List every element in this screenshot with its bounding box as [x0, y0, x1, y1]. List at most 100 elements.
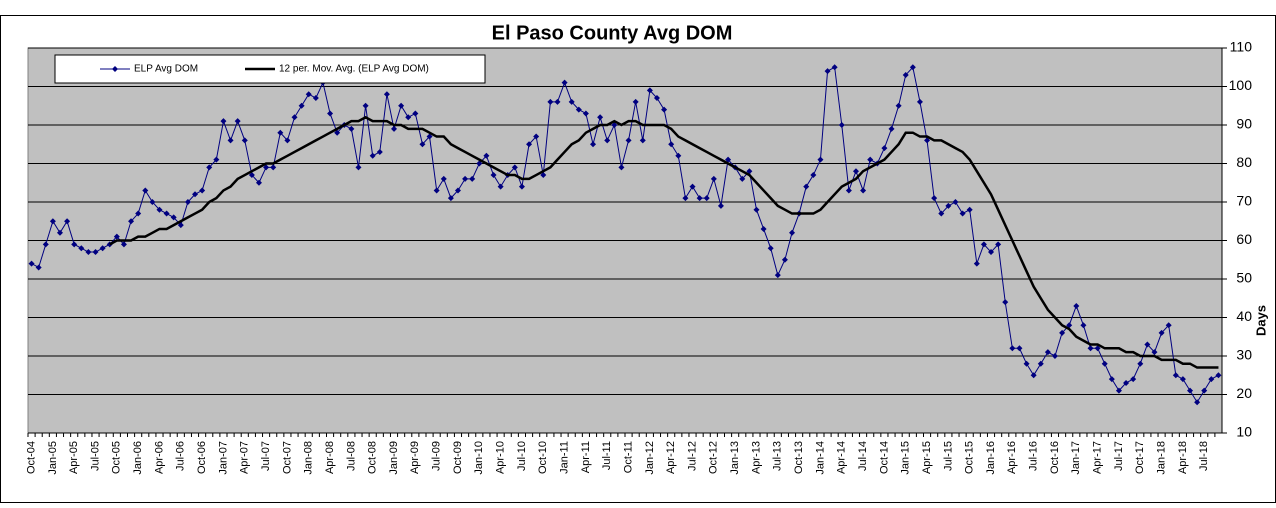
- x-tick-label: Jul-14: [857, 441, 869, 471]
- x-tick-label: Jan-09: [388, 441, 400, 475]
- x-tick-label: Apr-05: [68, 441, 80, 474]
- x-tick-label: Apr-10: [495, 441, 507, 474]
- data-point: [675, 152, 682, 159]
- data-point: [995, 241, 1002, 248]
- data-point: [192, 191, 199, 198]
- data-point: [1094, 345, 1101, 352]
- data-point: [1051, 353, 1058, 359]
- data-point: [973, 260, 980, 267]
- x-tick-label: Jul-11: [601, 441, 613, 470]
- data-point: [42, 241, 49, 248]
- data-point: [746, 168, 753, 175]
- data-point: [895, 102, 902, 109]
- data-point: [931, 195, 938, 202]
- data-point: [639, 137, 646, 144]
- data-point: [1165, 322, 1172, 329]
- x-tick-label: Oct-17: [1134, 441, 1146, 474]
- data-point: [1080, 322, 1087, 329]
- x-tick-label: Jan-11: [558, 441, 570, 474]
- y-tick-label: 90: [1236, 116, 1252, 132]
- data-point: [1115, 387, 1122, 394]
- data-point: [696, 195, 703, 202]
- data-point: [284, 137, 291, 144]
- data-point: [270, 164, 277, 171]
- data-point: [668, 141, 675, 148]
- data-point: [1172, 372, 1179, 379]
- data-point: [845, 187, 852, 194]
- data-point: [206, 164, 213, 171]
- data-point: [1066, 322, 1073, 329]
- data-point: [988, 249, 995, 256]
- x-tick-label: Jul-12: [686, 441, 698, 471]
- data-point: [547, 98, 554, 105]
- x-tick-label: Jan-17: [1070, 441, 1082, 475]
- data-point: [661, 106, 668, 113]
- data-point: [1201, 387, 1208, 394]
- x-tick-label: Jul-08: [345, 441, 357, 471]
- data-point: [177, 222, 184, 229]
- x-tick-label: Oct-09: [452, 441, 464, 474]
- x-tick-label: Jul-17: [1113, 441, 1125, 471]
- data-point: [1194, 399, 1201, 406]
- y-tick-label: 10: [1236, 424, 1252, 440]
- chart-title: El Paso County Avg DOM: [492, 22, 733, 44]
- data-point: [568, 98, 575, 105]
- data-point: [575, 106, 582, 113]
- data-point: [71, 241, 78, 248]
- x-tick-label: Jul-05: [89, 441, 101, 471]
- data-point: [1009, 345, 1016, 352]
- data-point: [682, 195, 689, 202]
- data-point: [781, 256, 788, 263]
- data-point: [28, 260, 35, 267]
- data-point: [199, 187, 206, 194]
- x-tick-label: Jul-10: [516, 441, 528, 471]
- data-point: [383, 91, 390, 98]
- x-tick-label: Jul-06: [175, 441, 187, 471]
- data-point: [1073, 302, 1080, 309]
- data-point: [135, 210, 142, 217]
- data-point: [653, 95, 660, 102]
- y-tick-label: 30: [1236, 347, 1252, 363]
- data-point: [92, 249, 99, 256]
- data-point: [952, 199, 959, 205]
- x-tick-label: Jul-16: [1028, 441, 1040, 471]
- data-point: [1208, 376, 1215, 383]
- data-point: [1144, 341, 1151, 348]
- data-point: [220, 118, 227, 125]
- data-point: [305, 91, 312, 98]
- data-point: [490, 172, 497, 179]
- data-point: [327, 110, 334, 117]
- x-tick-label: Jul-13: [772, 441, 784, 471]
- data-point: [582, 110, 589, 117]
- y-tick-label: 110: [1230, 39, 1253, 55]
- data-point: [227, 137, 234, 144]
- y-tick-label: 20: [1236, 385, 1252, 401]
- data-point: [483, 152, 490, 159]
- data-point: [348, 125, 355, 132]
- data-point: [533, 133, 540, 140]
- data-point: [248, 172, 255, 179]
- data-point: [518, 183, 525, 190]
- x-tick-label: Oct-07: [281, 441, 293, 474]
- data-point: [1137, 360, 1144, 367]
- data-point: [1059, 329, 1066, 336]
- x-tick-label: Apr-16: [1006, 441, 1018, 474]
- data-point: [860, 187, 867, 194]
- x-tick-label: Apr-11: [580, 441, 592, 473]
- x-tick-label: Jan-14: [814, 441, 826, 475]
- x-tick-label: Jan-16: [985, 441, 997, 475]
- data-point: [554, 98, 561, 105]
- data-point: [184, 199, 191, 205]
- data-point: [1123, 379, 1130, 386]
- x-tick-label: Oct-16: [1049, 441, 1061, 474]
- x-tick-label: Apr-17: [1092, 441, 1104, 474]
- data-point: [234, 118, 241, 125]
- data-point: [561, 79, 568, 86]
- data-point: [241, 137, 248, 144]
- data-point: [1108, 376, 1115, 383]
- data-point: [120, 241, 127, 248]
- data-point: [255, 179, 262, 186]
- data-point: [597, 114, 604, 121]
- data-point: [909, 64, 916, 71]
- data-point: [1023, 360, 1030, 367]
